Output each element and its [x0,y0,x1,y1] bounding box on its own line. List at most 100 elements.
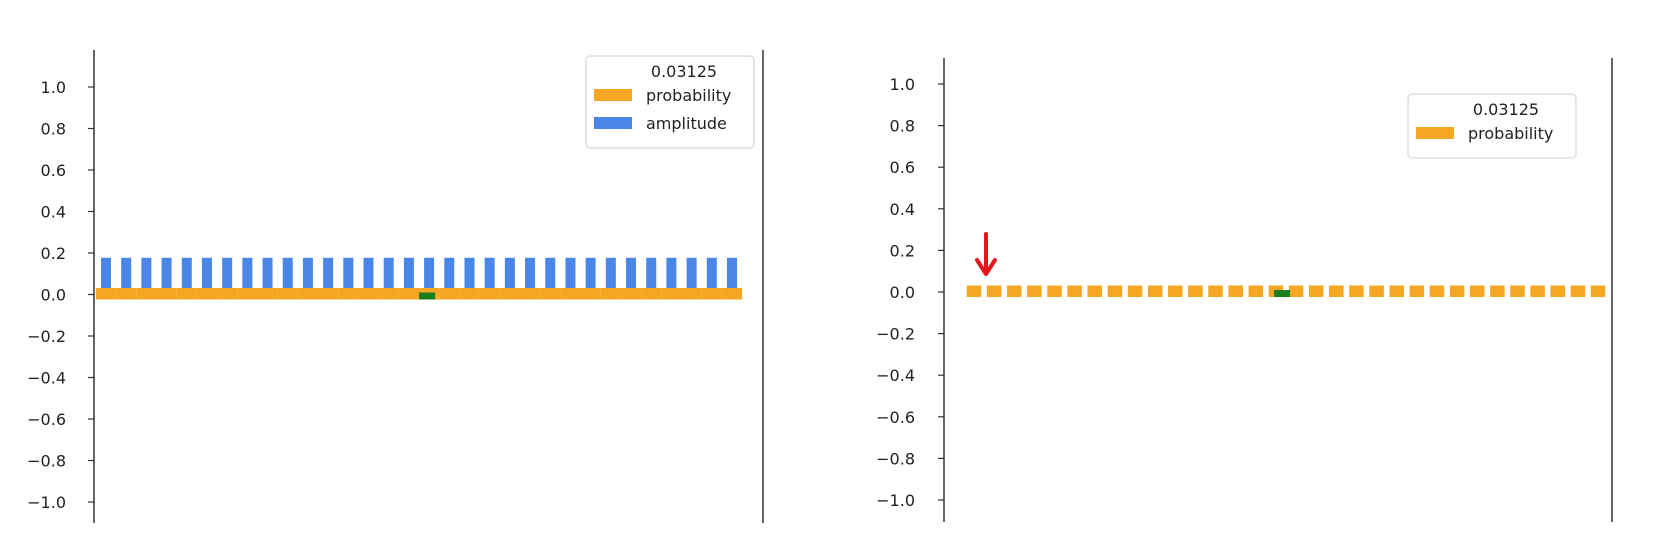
red-arrow-annotation [975,232,997,276]
amplitude-bar [262,257,273,295]
probability-bar [1208,285,1223,297]
y-tick-label: −0.8 [876,449,915,468]
probability-bar [338,288,359,300]
probability-bar [95,288,117,300]
probability-bar [1288,285,1304,297]
amplitude-bar [565,257,576,295]
probability-bar [398,288,419,300]
probability-bar [1107,285,1123,297]
probability-bar [378,288,399,300]
amplitude-bar [141,257,152,295]
y-tick-label: −0.2 [27,327,66,346]
probability-bar [1047,285,1062,297]
y-tick-label: −0.6 [876,408,915,427]
amplitude-bar [706,257,717,295]
probability-bar [1007,285,1022,297]
probability-bar [156,288,177,300]
probability-bar [1067,285,1082,297]
y-tick-label: −0.2 [876,325,915,344]
probability-bar [721,288,743,300]
probability-bar [681,288,702,300]
probability-bar [196,288,218,300]
probability-bar [1329,285,1344,297]
probability-bar [499,288,520,300]
probability-bar [1188,285,1203,297]
probability-bar [1469,285,1485,297]
amplitude-bar [605,257,616,295]
legend-swatch-probability [594,89,632,101]
legend-box [1407,93,1577,159]
amplitude-bar [444,257,455,295]
probability-bar [986,285,1002,297]
amplitude-bar [504,257,515,295]
amplitude-bar [343,257,354,295]
probability-bar [620,288,642,300]
y-tick-label: 0.4 [890,200,915,219]
probability-bar [1490,285,1505,297]
amplitude-bar [101,257,111,295]
y-tick-label: 0.8 [41,120,66,139]
probability-bar [1147,285,1163,297]
probability-bar [1409,285,1425,297]
probability-bar [1308,285,1324,297]
probability-bar [1228,285,1243,297]
probability-bar [277,288,298,300]
probability-bar [600,288,621,300]
y-tick-label: 0.0 [41,286,66,305]
probability-bar [1389,285,1404,297]
amplitude-bar [363,257,374,295]
amplitude-bar [222,257,233,295]
probability-bar [358,288,379,300]
probability-bar [1168,285,1183,297]
amplitude-bar [201,257,212,295]
probability-bar [237,288,258,300]
probability-bar [540,288,561,300]
amplitude-bar [484,257,495,295]
marked-state-bar [1274,290,1291,297]
amplitude-bar [666,257,677,295]
probability-bar [1248,285,1264,297]
y-tick-label: −0.8 [27,452,66,471]
legend-title: 0.03125 [1473,100,1539,119]
amplitude-bar [181,257,192,295]
probability-bar [1349,285,1364,297]
probability-bar [1027,285,1042,297]
probability-bar [641,288,662,300]
probability-bar [661,288,682,300]
y-tick-label: 1.0 [890,75,915,94]
probability-bar [519,288,541,300]
probability-bar [966,285,982,297]
legend-swatch-probability [1416,127,1454,139]
probability-bar [1449,285,1465,297]
legend-label-probability: probability [1468,124,1553,143]
amplitude-bar [302,257,313,295]
y-tick-label: −1.0 [876,491,915,510]
probability-bar [1510,285,1525,297]
y-tick-label: 0.8 [890,117,915,136]
probability-bar [176,288,197,300]
probability-bar [1429,285,1445,297]
y-tick-label: 0.2 [890,241,915,260]
arrow-head [975,258,997,276]
amplitude-bar [626,257,637,295]
y-tick-label: −0.4 [876,366,915,385]
probability-bar [1570,285,1586,297]
probability-bar [560,288,581,300]
probability-bar [580,288,601,300]
probability-bar [701,288,722,300]
probability-bar [1087,285,1103,297]
y-tick-label: −1.0 [27,493,66,512]
legend-title: 0.03125 [651,62,717,81]
probability-bar [136,288,157,300]
y-tick-label: −0.6 [27,410,66,429]
y-tick-label: 0.2 [41,244,66,263]
probability-bar [116,288,137,300]
probability-bar [1530,285,1545,297]
amplitude-bar [161,257,172,295]
y-tick-label: 0.0 [890,283,915,302]
left-chart-panel: 1.0 0.8 0.6 0.4 0.2 0.0 −0.2 −0.4 −0.6 −0.8 −1.0 0.… [27,50,764,523]
probability-bar [459,288,480,300]
y-tick-label: 0.6 [41,161,66,180]
amplitude-bar [646,257,657,295]
